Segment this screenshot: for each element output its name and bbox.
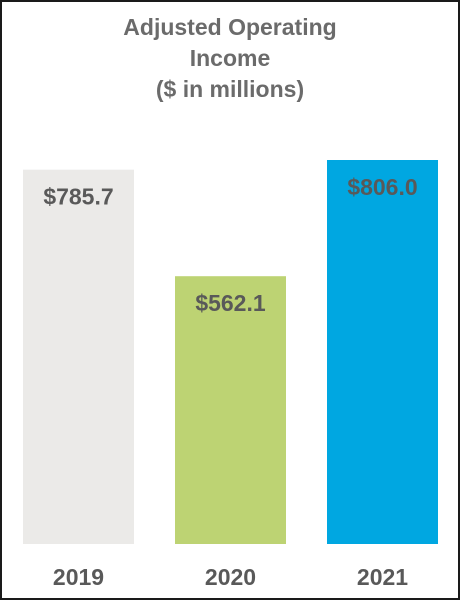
category-label-2020: 2020 xyxy=(205,564,256,590)
chart-title-line-1: Adjusted Operating xyxy=(123,14,337,40)
chart-title-line-2: Income xyxy=(189,45,271,71)
bar-2021 xyxy=(327,160,438,544)
chart-title: Adjusted Operating Income ($ in millions… xyxy=(2,12,458,105)
value-label-2020: $562.1 xyxy=(195,290,266,316)
value-label-2019: $785.7 xyxy=(43,184,113,210)
bar-2020 xyxy=(175,276,286,544)
chart-title-line-3: ($ in millions) xyxy=(155,76,305,102)
value-label-2021: $806.0 xyxy=(347,174,417,200)
category-label-2019: 2019 xyxy=(53,564,104,590)
category-label-2021: 2021 xyxy=(357,564,408,590)
bar-2019 xyxy=(23,169,134,545)
